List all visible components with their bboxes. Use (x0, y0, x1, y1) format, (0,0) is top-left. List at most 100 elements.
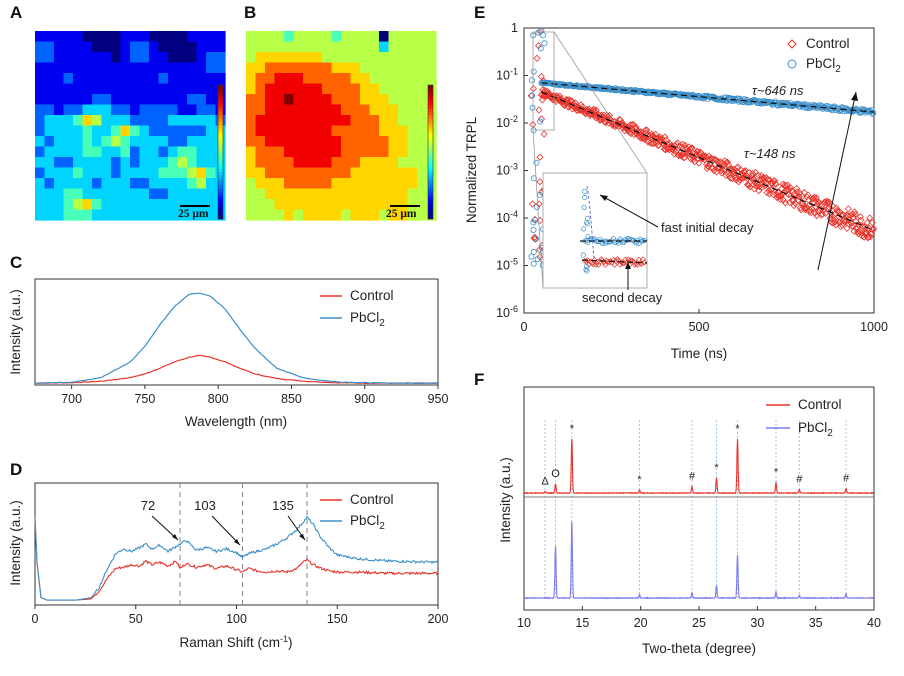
heatmap-cell (120, 115, 131, 127)
heatmap-cell (215, 31, 226, 43)
raman-peak-label-135: 135 (272, 498, 294, 513)
heatmap-cell (417, 136, 428, 148)
heatmap-cell (388, 178, 399, 190)
colorbar-step (428, 135, 433, 139)
heatmap-cell (398, 146, 409, 158)
heatmap-cell (341, 52, 352, 64)
heatmap-cell (63, 125, 74, 137)
heatmap-cell (407, 41, 418, 53)
heatmap-cell (293, 136, 304, 148)
heatmap-cell (426, 52, 437, 64)
heatmap-cell (111, 62, 122, 74)
heatmap-cell (130, 94, 141, 106)
colorbar-step (428, 162, 433, 166)
heatmap-cell (35, 199, 46, 211)
raman-peak-label-103: 103 (194, 498, 216, 513)
heatmap-cell (206, 125, 217, 137)
heatmap-cell (417, 178, 428, 190)
colorbar-step (428, 188, 433, 193)
heatmap-cell (293, 104, 304, 116)
heatmap-cell (284, 104, 295, 116)
heatmap-cell (426, 73, 437, 85)
panel-label-f: F (474, 370, 484, 389)
x-tick-label-d: 100 (226, 612, 247, 626)
heatmap-cell (274, 62, 285, 74)
heatmap-cell (350, 52, 361, 64)
colorbar-step (218, 152, 223, 156)
legend-label-control-d: Control (350, 492, 394, 507)
heatmap-cell (341, 125, 352, 137)
heatmap-cell (369, 199, 380, 211)
legend-f: Control PbCl2 (766, 397, 842, 439)
data-point-control (724, 170, 732, 178)
heatmap-cell (130, 31, 141, 43)
heatmap-cell (158, 136, 169, 148)
heatmap-cell (265, 115, 276, 127)
heatmap-cell (111, 104, 122, 116)
heatmap-cell (54, 146, 65, 158)
legend-label-pbcl2-d: PbCl2 (350, 513, 385, 532)
heatmap-cell (303, 199, 314, 211)
heatmap-cell (350, 199, 361, 211)
data-point-control (854, 228, 862, 236)
heatmap-cell (407, 62, 418, 74)
heatmap-cell (274, 115, 285, 127)
data-point-control (750, 175, 758, 183)
colorbar-step (428, 155, 433, 159)
heatmap-cell (360, 125, 371, 137)
heatmap-cell (168, 167, 179, 179)
heatmap-cell (149, 62, 160, 74)
heatmap-cell (303, 146, 314, 158)
heatmap-cell (196, 62, 207, 74)
heatmap-cell (312, 136, 323, 148)
inset-point-control (611, 261, 618, 268)
heatmap-cell (331, 115, 342, 127)
heatmap-cell (255, 199, 266, 211)
legend-label-control-f: Control (798, 397, 842, 412)
data-point-control (825, 204, 833, 212)
heatmap-cell (82, 104, 93, 116)
heatmap-b (246, 31, 437, 221)
heatmap-cell (168, 31, 179, 43)
inset-point-pbcl2 (613, 239, 619, 246)
heatmap-cell (177, 199, 188, 211)
heatmap-cell (255, 52, 266, 64)
data-point-control (831, 218, 839, 226)
heatmap-cell (284, 188, 295, 200)
x-tick-label-c: 950 (428, 392, 449, 406)
heatmap-cell (73, 73, 84, 85)
y-tick-label-e: 10-2 (496, 114, 518, 130)
heatmap-cell (63, 41, 74, 53)
inset-point-pbcl2 (585, 221, 591, 227)
data-point-control (869, 224, 878, 233)
inset-point-control (615, 257, 622, 264)
heatmap-cell (92, 125, 103, 137)
heatmap-cell (369, 62, 380, 74)
colorbar-step (218, 121, 223, 126)
heatmap-cell (293, 52, 304, 64)
heatmap-cell (215, 73, 226, 85)
legend-label-pbcl2-f: PbCl2 (798, 420, 833, 439)
heatmap-cell (187, 178, 198, 190)
heatmap-cell (82, 73, 93, 85)
heatmap-cell (379, 209, 390, 221)
heatmap-cell (341, 31, 352, 43)
inset-point-control (636, 256, 642, 263)
heatmap-cell (360, 83, 371, 95)
inset-point-control (640, 256, 646, 263)
inset-point-pbcl2 (581, 226, 587, 232)
heatmap-cell (73, 52, 84, 64)
data-point-control (536, 216, 544, 225)
heatmap-cell (187, 41, 198, 53)
colorbar-step (218, 145, 223, 149)
heatmap-cell (274, 157, 285, 169)
heatmap-cell (312, 199, 323, 211)
heatmap-cell (350, 188, 361, 200)
heatmap-cell (120, 62, 131, 74)
heatmap-cell (35, 146, 46, 158)
heatmap-cell (139, 209, 150, 221)
colorbar-step (428, 168, 433, 173)
heatmap-cell (111, 167, 122, 179)
heatmap-cell (360, 62, 371, 74)
heatmap-cell (322, 125, 333, 137)
